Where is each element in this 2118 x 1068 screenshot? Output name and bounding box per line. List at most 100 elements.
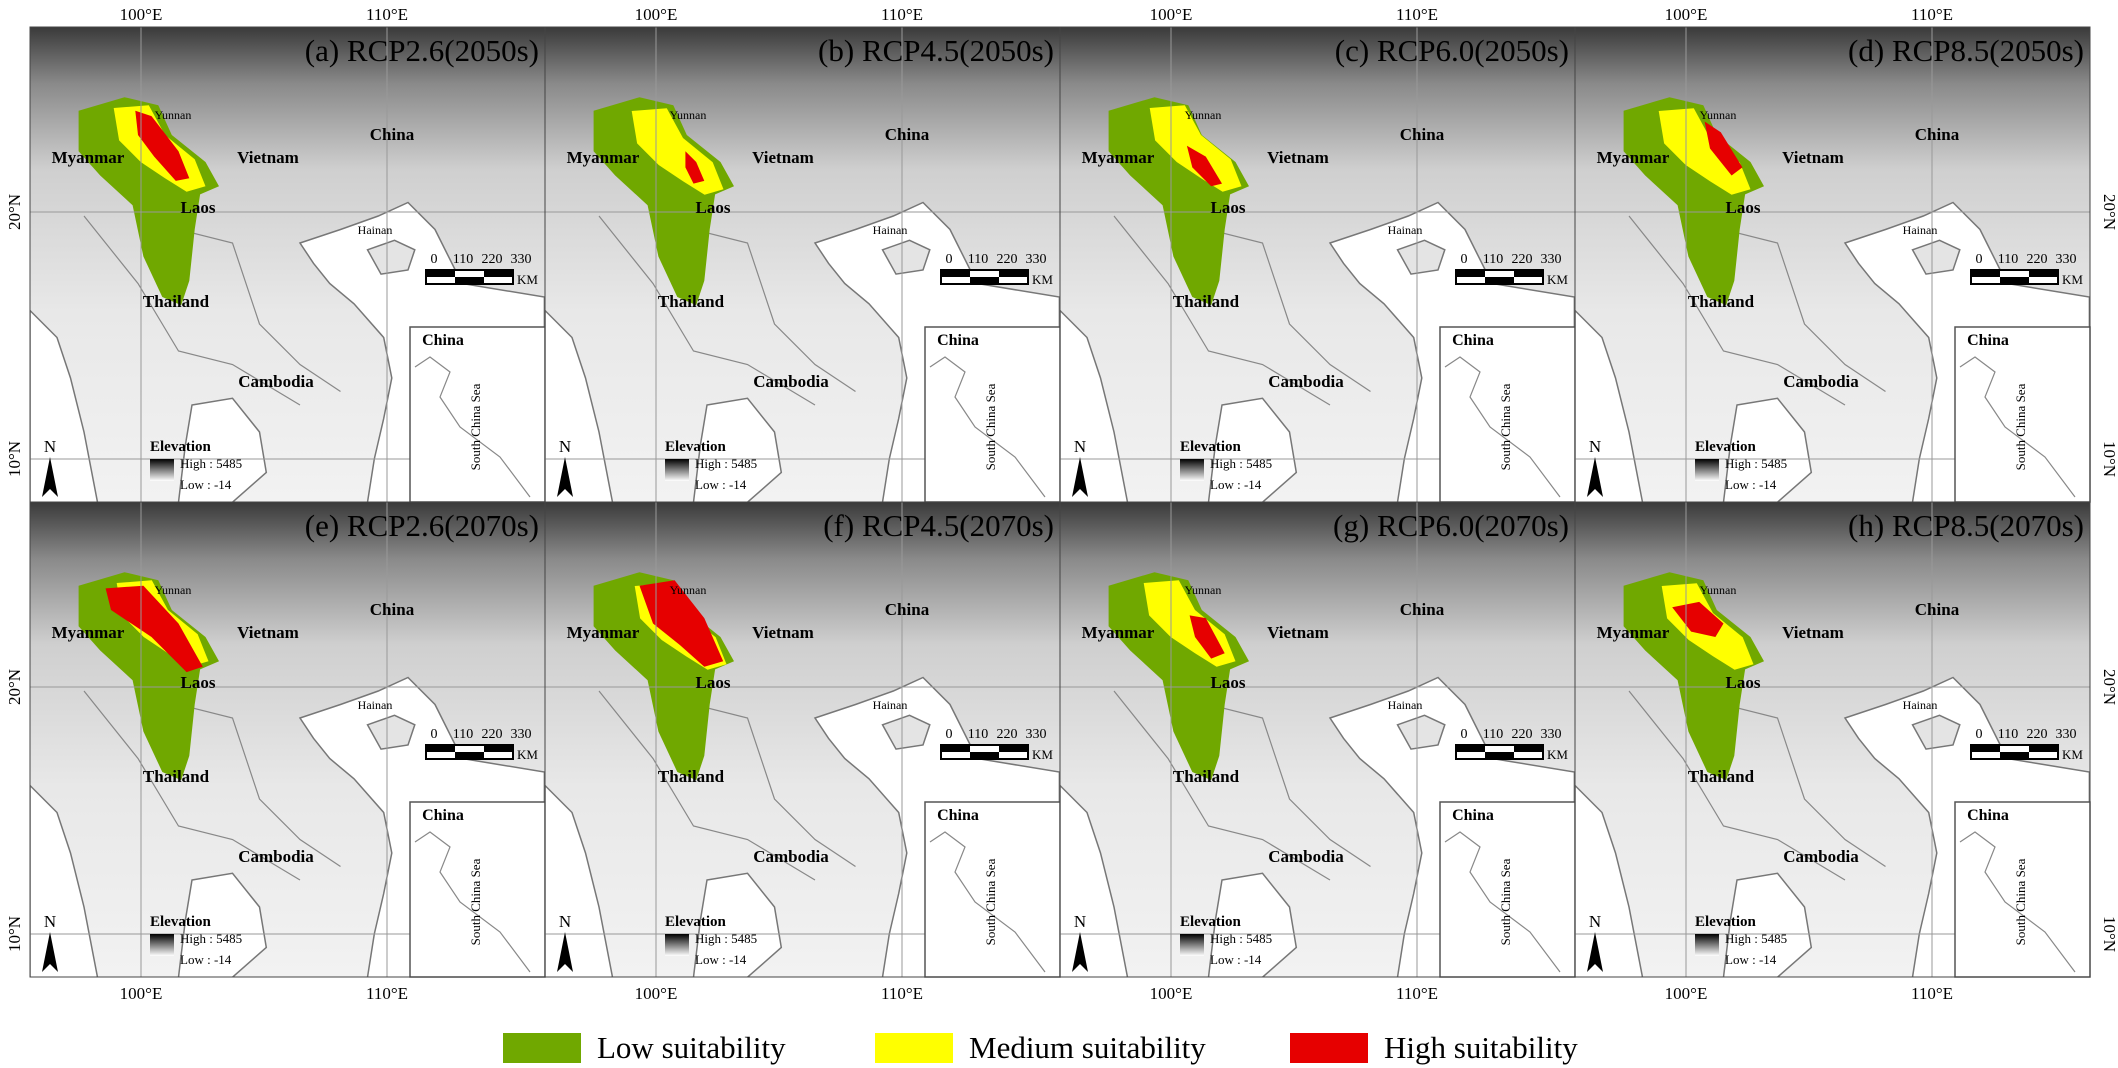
- high-suitability-area: [1186, 145, 1222, 187]
- high-suitability-area: [1189, 615, 1225, 659]
- inset-sea: South China Sea: [2013, 383, 2028, 470]
- sea: [30, 784, 99, 977]
- lon-label: 100°E: [120, 5, 163, 24]
- scale-tick: 220: [1512, 252, 1533, 267]
- elevation-title: Elevation: [1695, 914, 1756, 930]
- panel-title: (e) RCP2.6(2070s): [305, 508, 539, 543]
- scale-tick: 0: [431, 727, 438, 742]
- scale-tick: 220: [482, 252, 503, 267]
- place-label: China: [885, 125, 930, 144]
- north-label: N: [44, 437, 56, 456]
- north-label: N: [559, 912, 571, 931]
- hainan-island: [366, 714, 416, 750]
- place-label: Myanmar: [1082, 623, 1155, 642]
- lon-label: 100°E: [120, 984, 163, 1003]
- place-label: China: [885, 600, 930, 619]
- scale-segment: [426, 745, 455, 752]
- hainan-island: [1911, 714, 1961, 750]
- inset-coast: [1959, 356, 2076, 498]
- inset-coast: [414, 356, 531, 498]
- inset-frame: [409, 326, 546, 503]
- low-suitability-area: [1623, 572, 1764, 781]
- elevation-ramp: [1180, 459, 1204, 481]
- scale-tick: 110: [1998, 252, 2018, 267]
- scale-tick: 330: [2056, 252, 2077, 267]
- scale-unit: KM: [1547, 272, 1568, 287]
- scale-segment: [484, 745, 513, 752]
- inset-sea: South China Sea: [1498, 858, 1513, 945]
- inset-title: China: [1967, 332, 2009, 349]
- scale-tick: 330: [2056, 727, 2077, 742]
- scale-segment: [484, 270, 513, 277]
- place-label: Thailand: [1173, 292, 1240, 311]
- place-label: Thailand: [143, 292, 210, 311]
- scale-segment: [941, 745, 970, 752]
- border: [1113, 215, 1331, 406]
- inset-coast: [929, 356, 1046, 498]
- inset-frame: [1954, 801, 2091, 978]
- panel-title: (h) RCP8.5(2070s): [1848, 508, 2084, 543]
- elevation-ramp: [665, 459, 689, 481]
- scale-segment: [1971, 745, 2000, 752]
- north-label: N: [1074, 437, 1086, 456]
- panel-title: (d) RCP8.5(2050s): [1848, 33, 2084, 68]
- hainan-island: [881, 714, 931, 750]
- inset-title: China: [422, 332, 464, 349]
- place-label: Yunnan: [155, 583, 192, 597]
- scale-segment: [455, 277, 484, 284]
- map-panel: (b) RCP4.5(2050s) China Yunnan Myanmar Vietn…: [544, 26, 1061, 503]
- sea: [1575, 784, 1644, 977]
- elevation-high: High : 5485: [1210, 456, 1272, 471]
- elevation-title: Elevation: [1695, 439, 1756, 455]
- place-label: Laos: [1726, 673, 1761, 692]
- north-arrow: [1587, 932, 1603, 972]
- panel-title: (g) RCP6.0(2070s): [1333, 508, 1569, 543]
- scale-segment: [2000, 277, 2029, 284]
- border: [1113, 690, 1331, 881]
- medium-suitability-area: [1149, 105, 1242, 192]
- scale-tick: 110: [1998, 727, 2018, 742]
- panel-title: (f) RCP4.5(2070s): [823, 508, 1054, 543]
- sea: [1207, 397, 1298, 502]
- elevation-low: Low : -14: [180, 952, 232, 967]
- inset-title: China: [422, 807, 464, 824]
- place-label: Hainan: [1388, 223, 1423, 237]
- place-label: Cambodia: [1783, 847, 1859, 866]
- place-label: Cambodia: [1268, 372, 1344, 391]
- lat-label: 10°N: [5, 916, 24, 952]
- inset-title: China: [1967, 807, 2009, 824]
- north-arrow: [557, 932, 573, 972]
- scale-tick: 0: [1461, 252, 1468, 267]
- inset-sea: South China Sea: [983, 858, 998, 945]
- north-label: N: [1589, 437, 1601, 456]
- north-arrow: [1072, 932, 1088, 972]
- lon-label: 110°E: [881, 984, 923, 1003]
- elevation-ramp: [665, 934, 689, 956]
- place-label: Yunnan: [155, 108, 192, 122]
- elevation-high: High : 5485: [180, 931, 242, 946]
- scale-tick: 0: [1976, 727, 1983, 742]
- scale-tick: 220: [482, 727, 503, 742]
- place-label: Thailand: [1173, 767, 1240, 786]
- legend-label: Low suitability: [597, 1030, 786, 1065]
- high-suitability-area: [1704, 121, 1743, 176]
- border: [83, 215, 301, 406]
- place-label: Thailand: [658, 292, 725, 311]
- map-panel: (f) RCP4.5(2070s) China Yunnan Myanmar Vietn…: [544, 501, 1061, 978]
- place-label: Cambodia: [238, 372, 314, 391]
- scale-tick: 330: [1026, 252, 1047, 267]
- inset-coast: [1444, 831, 1561, 973]
- map-panel: (e) RCP2.6(2070s) China Yunnan Myanmar Vietn…: [29, 501, 546, 978]
- place-label: Myanmar: [1082, 148, 1155, 167]
- scale-segment: [2000, 752, 2029, 759]
- lon-label: 100°E: [1665, 984, 1708, 1003]
- sea: [30, 309, 99, 502]
- elevation-title: Elevation: [1180, 914, 1241, 930]
- scale-tick: 110: [968, 727, 988, 742]
- scale-segment: [1485, 752, 1514, 759]
- place-label: China: [1400, 125, 1445, 144]
- place-label: Myanmar: [52, 148, 125, 167]
- place-label: Laos: [1726, 198, 1761, 217]
- elevation-high: High : 5485: [695, 456, 757, 471]
- scale-unit: KM: [517, 272, 538, 287]
